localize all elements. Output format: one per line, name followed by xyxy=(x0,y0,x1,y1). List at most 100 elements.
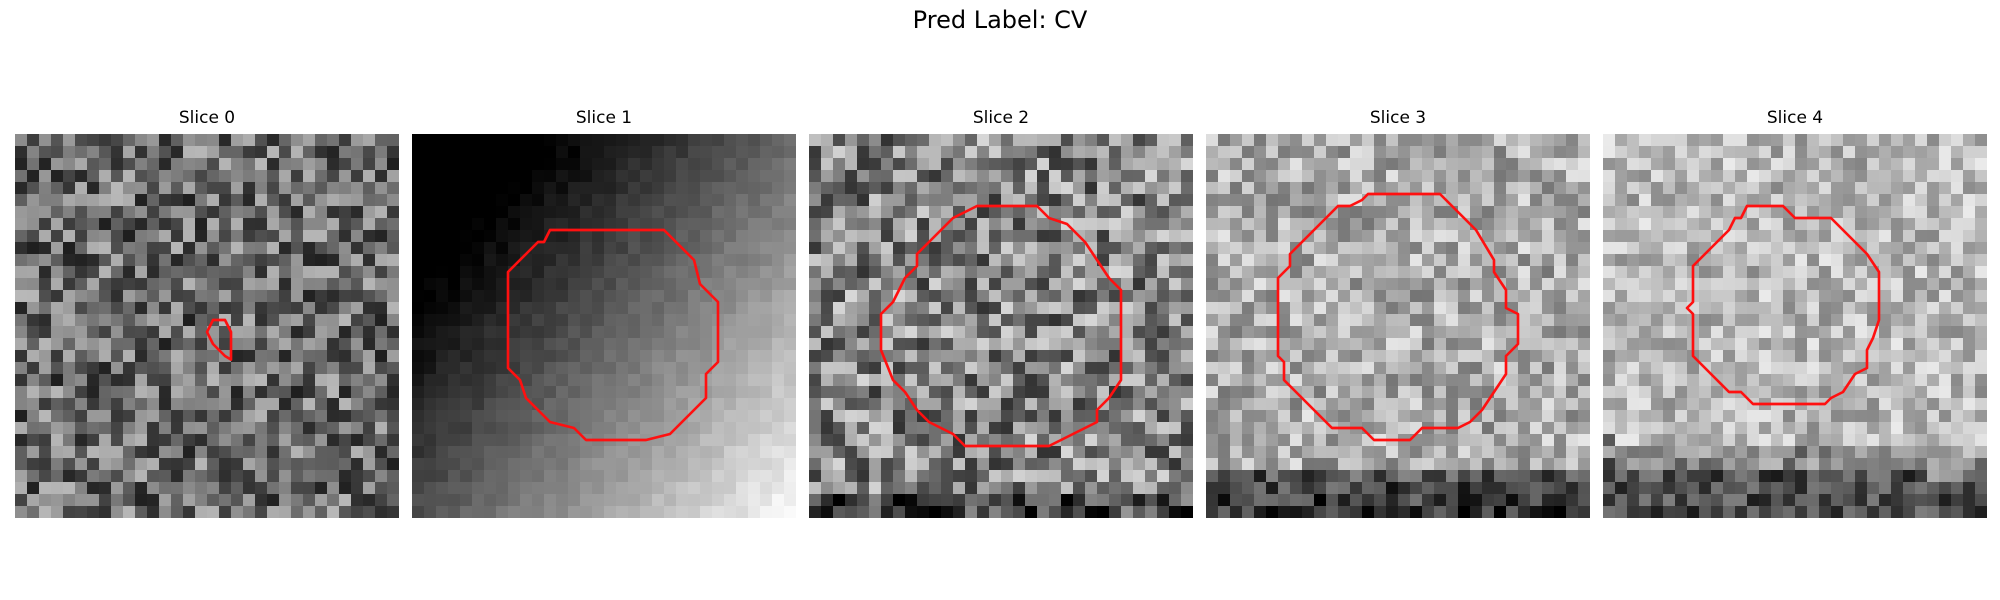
pixel xyxy=(1422,386,1435,399)
pixel xyxy=(231,254,244,267)
pixel xyxy=(1759,422,1772,435)
pixel xyxy=(1302,350,1315,363)
pixel xyxy=(1085,170,1098,183)
pixel xyxy=(135,470,148,483)
pixel xyxy=(1963,398,1976,411)
pixel xyxy=(953,398,966,411)
pixel xyxy=(147,446,160,459)
pixel xyxy=(821,374,834,387)
pixel xyxy=(484,482,497,495)
pixel xyxy=(1362,218,1375,231)
pixel xyxy=(1458,410,1471,423)
pixel xyxy=(712,458,725,471)
pixel xyxy=(159,494,172,507)
pixel xyxy=(1891,326,1904,339)
pixel xyxy=(1939,134,1952,147)
pixel xyxy=(1963,266,1976,279)
pixel xyxy=(520,470,533,483)
pixel xyxy=(1230,206,1243,219)
pixel xyxy=(845,326,858,339)
pixel xyxy=(1133,314,1146,327)
pixel xyxy=(953,218,966,231)
pixel xyxy=(544,422,557,435)
pixel xyxy=(1687,374,1700,387)
pixel xyxy=(857,350,870,363)
pixel xyxy=(977,170,990,183)
pixel xyxy=(568,230,581,243)
pixel xyxy=(231,410,244,423)
pixel xyxy=(1470,254,1483,267)
pixel xyxy=(147,314,160,327)
pixel xyxy=(1025,254,1038,267)
pixel xyxy=(1831,194,1844,207)
pixel xyxy=(1290,470,1303,483)
pixel xyxy=(1735,278,1748,291)
pixel xyxy=(448,482,461,495)
pixel xyxy=(375,182,388,195)
pixel xyxy=(1795,182,1808,195)
pixel xyxy=(351,458,364,471)
pixel xyxy=(532,254,545,267)
pixel xyxy=(1482,314,1495,327)
pixel xyxy=(1891,278,1904,291)
pixel xyxy=(484,458,497,471)
pixel xyxy=(869,254,882,267)
pixel xyxy=(315,422,328,435)
pixel xyxy=(1133,398,1146,411)
pixel xyxy=(1951,278,1964,291)
pixel xyxy=(1290,218,1303,231)
pixel xyxy=(387,314,399,327)
pixel xyxy=(953,386,966,399)
pixel xyxy=(1807,314,1820,327)
pixel xyxy=(1963,182,1976,195)
pixel xyxy=(1963,386,1976,399)
pixel xyxy=(1675,326,1688,339)
pixel xyxy=(989,338,1002,351)
pixel xyxy=(1687,134,1700,147)
pixel xyxy=(1025,314,1038,327)
pixel xyxy=(556,470,569,483)
pixel xyxy=(1254,326,1267,339)
pixel xyxy=(724,266,737,279)
pixel xyxy=(1494,470,1507,483)
pixel xyxy=(1615,446,1628,459)
pixel xyxy=(39,494,52,507)
pixel xyxy=(1254,230,1267,243)
pixel xyxy=(159,266,172,279)
pixel xyxy=(412,218,425,231)
pixel xyxy=(520,374,533,387)
pixel xyxy=(1627,362,1640,375)
pixel xyxy=(1783,422,1796,435)
pixel xyxy=(508,434,521,447)
pixel xyxy=(1699,386,1712,399)
pixel xyxy=(1506,482,1519,495)
pixel xyxy=(881,182,894,195)
pixel xyxy=(833,362,846,375)
pixel xyxy=(989,482,1002,495)
pixel xyxy=(159,314,172,327)
pixel xyxy=(1242,158,1255,171)
pixel xyxy=(1109,230,1122,243)
pixel xyxy=(1542,194,1555,207)
pixel xyxy=(195,338,208,351)
pixel xyxy=(568,266,581,279)
pixel xyxy=(1903,386,1916,399)
pixel xyxy=(724,326,737,339)
pixel xyxy=(917,386,930,399)
pixel xyxy=(39,134,52,147)
pixel xyxy=(267,398,280,411)
pixel xyxy=(736,482,749,495)
pixel xyxy=(1001,506,1014,518)
pixel xyxy=(327,470,340,483)
pixel xyxy=(628,218,641,231)
pixel xyxy=(772,134,785,147)
pixel xyxy=(1446,434,1459,447)
pixel xyxy=(1975,446,1987,459)
pixel xyxy=(231,398,244,411)
pixel xyxy=(1867,134,1880,147)
pixel xyxy=(616,422,629,435)
pixel xyxy=(821,242,834,255)
pixel xyxy=(424,434,437,447)
pixel xyxy=(1518,134,1531,147)
pixel xyxy=(1254,434,1267,447)
